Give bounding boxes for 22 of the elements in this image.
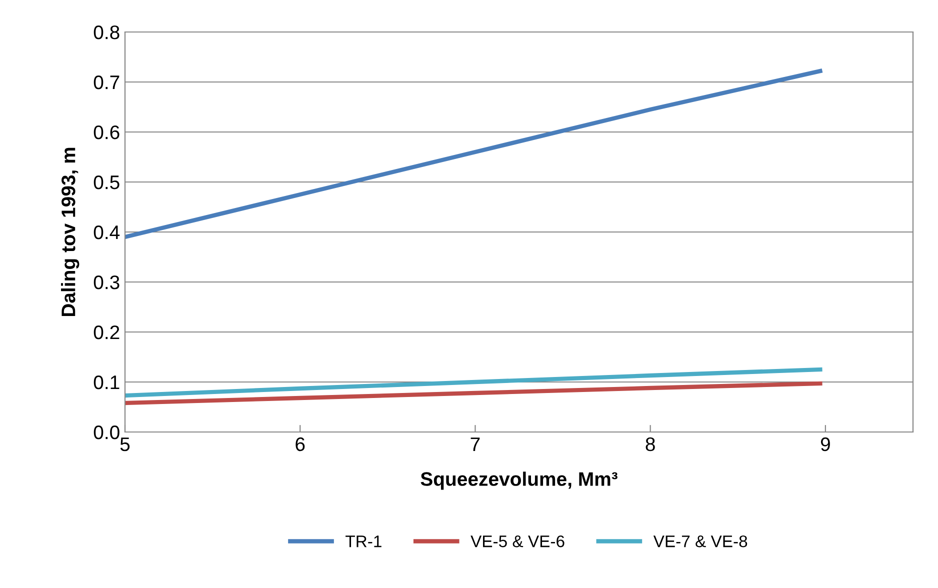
legend-label: VE-7 & VE-8 bbox=[653, 535, 748, 548]
x-tick-label: 8 bbox=[646, 437, 655, 452]
y-tick-label: 0.1 bbox=[94, 375, 120, 390]
y-tick-label: 0.4 bbox=[94, 225, 120, 240]
y-tick-label: 0.5 bbox=[94, 175, 120, 190]
y-tick-label: 0.7 bbox=[94, 75, 120, 90]
x-tick-label: 9 bbox=[820, 437, 830, 452]
legend-label: VE-5 & VE-6 bbox=[470, 535, 564, 548]
line-series bbox=[125, 367, 822, 398]
x-tick-label: 5 bbox=[120, 438, 130, 452]
y-tick-label: 0.6 bbox=[94, 125, 120, 140]
y-axis-title: Daling tov 1993, m bbox=[61, 148, 80, 316]
line-series bbox=[125, 381, 822, 406]
x-tick-label: 7 bbox=[470, 438, 480, 451]
x-tick-label: 6 bbox=[296, 437, 305, 452]
y-tick-label: 0.0 bbox=[94, 425, 120, 440]
line-series bbox=[125, 68, 822, 240]
x-axis-title: Squeezevolume, Mm³ bbox=[420, 472, 618, 490]
y-tick-label: 0.2 bbox=[94, 325, 120, 340]
y-tick-label: 0.8 bbox=[94, 25, 120, 40]
y-tick-label: 0.3 bbox=[94, 275, 120, 290]
legend-label: TR-1 bbox=[346, 536, 382, 548]
